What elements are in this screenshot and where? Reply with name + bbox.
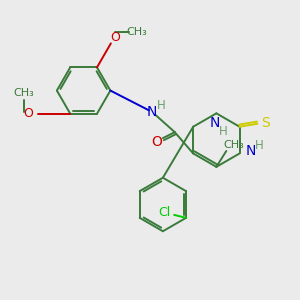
Text: N: N xyxy=(147,105,157,119)
Text: N: N xyxy=(245,145,256,158)
Text: H: H xyxy=(157,99,165,112)
Text: H: H xyxy=(255,139,264,152)
Text: S: S xyxy=(261,116,270,130)
Text: O: O xyxy=(110,31,120,44)
Text: CH₃: CH₃ xyxy=(224,140,244,150)
Text: O: O xyxy=(24,107,34,120)
Text: H: H xyxy=(219,125,228,138)
Text: Cl: Cl xyxy=(158,206,170,219)
Text: CH₃: CH₃ xyxy=(13,88,34,98)
Text: O: O xyxy=(152,135,162,149)
Text: CH₃: CH₃ xyxy=(126,28,147,38)
Text: N: N xyxy=(209,116,220,130)
